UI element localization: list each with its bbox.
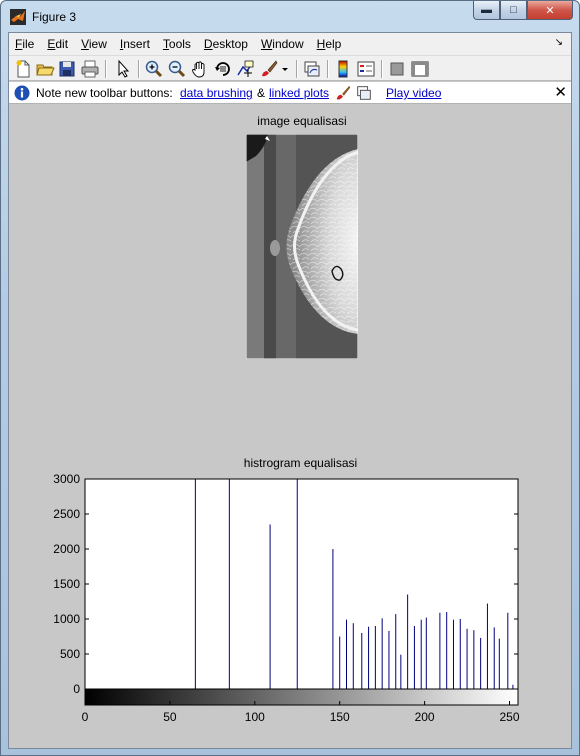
close-button[interactable]: ✕: [527, 1, 573, 20]
zoom-out-icon[interactable]: [167, 59, 187, 79]
x-axis-ticks: 0 50 100 150 200 250: [82, 701, 520, 724]
link-plot-icon: [357, 86, 371, 100]
toolbar-separator: [327, 60, 328, 78]
data-brushing-link[interactable]: data brushing: [180, 86, 253, 100]
print-icon[interactable]: [80, 59, 100, 79]
y-tick-label: 500: [60, 647, 80, 661]
figure-client: File Edit View Insert Tools Desktop Wind…: [8, 32, 572, 749]
info-ampersand: &: [257, 86, 266, 100]
y-axis-ticks: 0 500 1000 1500 2000 2500 3000: [53, 472, 518, 696]
caption-buttons: ▬ □ ✕: [473, 1, 573, 21]
toolbar-separator: [296, 60, 297, 78]
minimize-button[interactable]: ▬: [473, 1, 500, 20]
menu-help[interactable]: Help: [316, 37, 342, 51]
window-title: Figure 3: [32, 10, 77, 24]
save-icon[interactable]: [57, 59, 77, 79]
dock-arrow-icon[interactable]: ↘: [554, 37, 563, 48]
menu-view[interactable]: View: [81, 37, 107, 51]
menu-bar: File Edit View Insert Tools Desktop Wind…: [9, 33, 571, 55]
equalized-image[interactable]: [246, 134, 358, 359]
pan-hand-icon[interactable]: [190, 59, 210, 79]
rotate-3d-icon[interactable]: [213, 59, 233, 79]
y-tick-label: 0: [73, 682, 80, 696]
edit-plot-arrow-icon[interactable]: [113, 59, 133, 79]
link-plot-icon[interactable]: [302, 59, 322, 79]
menu-desktop[interactable]: Desktop: [203, 37, 248, 51]
menu-window[interactable]: Window: [260, 37, 304, 51]
y-tick-label: 1500: [53, 577, 80, 591]
info-icon: [14, 85, 30, 101]
figure-canvas: image equalisasi: [9, 105, 571, 748]
image-axes-title: image equalisasi: [257, 114, 347, 128]
x-tick-label: 250: [499, 710, 519, 724]
histogram-chart[interactable]: 0 500 1000 1500 2000 2500 3000 0 50 100 150 200 250: [9, 105, 571, 748]
zoom-in-icon[interactable]: [144, 59, 164, 79]
histogram-plot-area[interactable]: [85, 479, 518, 699]
y-tick-label: 3000: [53, 472, 80, 486]
title-bar[interactable]: Figure 3 ▬ □ ✕: [1, 1, 579, 31]
info-message: Note new toolbar buttons:: [36, 86, 173, 100]
brush-dropdown-icon[interactable]: [280, 59, 290, 79]
x-tick-label: 200: [415, 710, 435, 724]
x-tick-label: 50: [163, 710, 177, 724]
menu-edit[interactable]: Edit: [47, 37, 69, 51]
toolbar-separator: [381, 60, 382, 78]
toolbar-separator: [105, 60, 106, 78]
hide-plot-tools-icon[interactable]: [387, 59, 407, 79]
y-tick-label: 2000: [53, 542, 80, 556]
legend-icon[interactable]: [356, 59, 376, 79]
open-file-icon[interactable]: [35, 59, 55, 79]
show-plot-tools-icon[interactable]: [410, 59, 430, 79]
figure-toolbar: [9, 55, 571, 81]
colorbar-icon[interactable]: [333, 59, 353, 79]
new-figure-icon[interactable]: [13, 59, 33, 79]
x-tick-label: 150: [330, 710, 350, 724]
linked-plots-link[interactable]: linked plots: [269, 86, 330, 100]
menu-file[interactable]: File: [15, 37, 35, 51]
x-tick-label: 100: [245, 710, 265, 724]
info-close-button[interactable]: ✕: [554, 84, 567, 101]
menu-insert[interactable]: Insert: [119, 37, 150, 51]
y-tick-label: 1000: [53, 612, 80, 626]
maximize-button[interactable]: □: [500, 1, 527, 20]
toolbar-separator: [138, 60, 139, 78]
histogram-title: histrogram equalisasi: [243, 456, 358, 470]
info-bar: Note new toolbar buttons: data brushing …: [9, 82, 571, 104]
x-tick-label: 0: [82, 710, 89, 724]
matlab-logo-icon: [10, 9, 26, 25]
menu-tools[interactable]: Tools: [162, 37, 191, 51]
play-video-link[interactable]: Play video: [386, 86, 442, 100]
y-tick-label: 2500: [53, 507, 80, 521]
brush-icon[interactable]: [259, 59, 279, 79]
grayscale-colorbar: [84, 688, 519, 706]
data-cursor-icon[interactable]: [236, 59, 256, 79]
brush-icon: [336, 85, 351, 100]
